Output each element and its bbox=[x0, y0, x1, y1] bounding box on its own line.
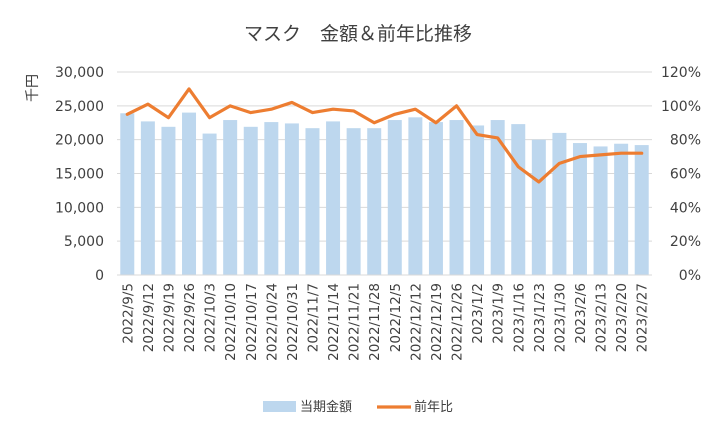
bar bbox=[531, 139, 546, 275]
bar bbox=[408, 117, 423, 275]
bar bbox=[470, 125, 485, 275]
x-tick-label: 2023/2/6 bbox=[573, 283, 589, 344]
bar bbox=[572, 143, 587, 275]
bar bbox=[326, 121, 341, 275]
bar bbox=[490, 120, 505, 275]
y-axis-unit-label: 千円 bbox=[25, 74, 41, 102]
x-tick-label: 2022/11/14 bbox=[326, 283, 342, 361]
x-tick-label: 2022/10/17 bbox=[244, 283, 260, 361]
bar bbox=[634, 145, 649, 275]
bar bbox=[202, 133, 217, 275]
bar bbox=[552, 132, 567, 275]
bar bbox=[223, 120, 238, 275]
bar bbox=[305, 128, 320, 275]
x-tick-label: 2023/1/9 bbox=[491, 283, 507, 344]
x-tick-label: 2022/10/10 bbox=[223, 283, 239, 361]
bar bbox=[449, 120, 464, 275]
x-tick-label: 2023/2/27 bbox=[635, 283, 651, 352]
x-tick-label: 2023/1/2 bbox=[470, 283, 486, 344]
line-series bbox=[125, 87, 644, 184]
y-tick-label: 25,000 bbox=[55, 99, 104, 115]
y2-tick-label: 120% bbox=[661, 65, 701, 81]
x-tick-label: 2022/11/21 bbox=[347, 283, 363, 361]
y-tick-label: 10,000 bbox=[55, 200, 104, 216]
y2-tick-label: 60% bbox=[670, 167, 701, 183]
bar bbox=[264, 122, 279, 275]
x-tick-label: 2022/10/31 bbox=[285, 283, 301, 361]
bar bbox=[284, 123, 299, 275]
legend-label-line: 前年比 bbox=[414, 399, 453, 415]
y2-tick-label: 20% bbox=[670, 234, 701, 250]
y-tick-label: 30,000 bbox=[55, 65, 104, 81]
x-tick-label: 2022/12/12 bbox=[408, 283, 424, 361]
x-tick-label: 2022/11/7 bbox=[305, 283, 321, 352]
axes: 0 5,000 10,000 15,000 20,000 25,000 30,000 0% 20… bbox=[55, 65, 701, 361]
y-tick-label: 5,000 bbox=[64, 234, 104, 250]
x-tick-label: 2023/1/16 bbox=[511, 283, 527, 352]
y-tick-label: 0 bbox=[95, 268, 104, 284]
x-tick-label: 2022/10/24 bbox=[264, 283, 280, 361]
y2-tick-label: 100% bbox=[661, 99, 701, 115]
bar bbox=[428, 122, 443, 275]
x-tick-label: 2023/2/13 bbox=[594, 283, 610, 352]
x-tick-label: 2022/11/28 bbox=[367, 283, 383, 361]
x-tick-label: 2022/12/26 bbox=[450, 283, 466, 361]
bar bbox=[182, 112, 197, 275]
bar bbox=[161, 126, 176, 275]
bar bbox=[593, 146, 608, 275]
bar bbox=[511, 124, 526, 275]
y2-tick-label: 80% bbox=[670, 133, 701, 149]
y2-tick-label: 40% bbox=[670, 200, 701, 216]
x-tick-label: 2022/9/26 bbox=[182, 283, 198, 352]
chart-title: マスク 金額＆前年比推移 bbox=[244, 23, 472, 45]
x-tick-label: 2023/2/20 bbox=[614, 283, 630, 352]
x-tick-label: 2023/1/30 bbox=[552, 283, 568, 352]
bar bbox=[346, 128, 361, 275]
x-tick-label: 2022/12/19 bbox=[429, 283, 445, 361]
bar-series bbox=[120, 112, 649, 275]
yoy-line bbox=[125, 87, 644, 184]
x-tick-label: 2022/9/19 bbox=[161, 283, 177, 352]
legend-label-bar: 当期金額 bbox=[300, 399, 352, 415]
bar bbox=[120, 113, 135, 275]
x-tick-label: 2023/1/23 bbox=[532, 283, 548, 352]
bar bbox=[140, 121, 155, 275]
y-tick-label: 15,000 bbox=[55, 167, 104, 183]
x-tick-label: 2022/9/5 bbox=[120, 283, 136, 344]
x-tick-label: 2022/12/5 bbox=[388, 283, 404, 352]
y-tick-label: 20,000 bbox=[55, 133, 104, 149]
bar bbox=[614, 143, 629, 275]
legend-swatch-bar bbox=[263, 401, 296, 412]
bar bbox=[387, 120, 402, 275]
bar bbox=[243, 126, 258, 275]
legend: 当期金額 前年比 bbox=[263, 399, 453, 415]
bar bbox=[367, 128, 382, 275]
y2-tick-label: 0% bbox=[679, 268, 701, 284]
x-tick-label: 2022/9/12 bbox=[141, 283, 157, 352]
x-tick-label: 2022/10/3 bbox=[203, 283, 219, 352]
